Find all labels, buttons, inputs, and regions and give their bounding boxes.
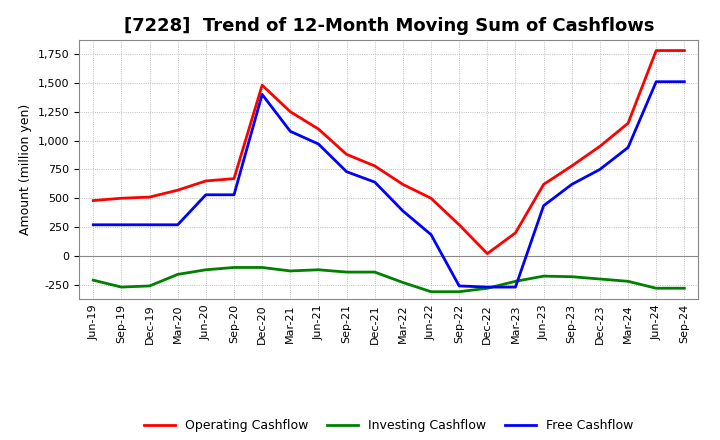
Free Cashflow bbox=[539, 203, 548, 209]
Y-axis label: Amount (million yen): Amount (million yen) bbox=[19, 104, 32, 235]
Operating Cashflow bbox=[286, 109, 294, 114]
Free Cashflow bbox=[595, 167, 604, 172]
Free Cashflow bbox=[258, 92, 266, 97]
Free Cashflow bbox=[370, 180, 379, 185]
Free Cashflow bbox=[652, 79, 660, 84]
Investing Cashflow bbox=[595, 276, 604, 282]
Investing Cashflow bbox=[652, 286, 660, 291]
Operating Cashflow bbox=[370, 163, 379, 169]
Operating Cashflow bbox=[427, 196, 436, 201]
Operating Cashflow bbox=[652, 48, 660, 53]
Investing Cashflow bbox=[680, 286, 688, 291]
Free Cashflow bbox=[230, 192, 238, 198]
Investing Cashflow bbox=[427, 289, 436, 294]
Operating Cashflow bbox=[539, 182, 548, 187]
Investing Cashflow bbox=[314, 267, 323, 272]
Operating Cashflow bbox=[89, 198, 98, 203]
Line: Investing Cashflow: Investing Cashflow bbox=[94, 268, 684, 292]
Investing Cashflow bbox=[370, 269, 379, 275]
Operating Cashflow bbox=[595, 144, 604, 149]
Operating Cashflow bbox=[511, 230, 520, 235]
Investing Cashflow bbox=[539, 274, 548, 279]
Operating Cashflow bbox=[145, 194, 154, 200]
Investing Cashflow bbox=[230, 265, 238, 270]
Free Cashflow bbox=[427, 232, 436, 237]
Operating Cashflow bbox=[399, 182, 408, 187]
Operating Cashflow bbox=[202, 178, 210, 183]
Investing Cashflow bbox=[145, 283, 154, 289]
Operating Cashflow bbox=[455, 222, 464, 227]
Operating Cashflow bbox=[342, 152, 351, 157]
Free Cashflow bbox=[174, 222, 182, 227]
Operating Cashflow bbox=[117, 196, 126, 201]
Free Cashflow bbox=[511, 284, 520, 290]
Free Cashflow bbox=[202, 192, 210, 198]
Investing Cashflow bbox=[567, 274, 576, 279]
Free Cashflow bbox=[455, 283, 464, 289]
Free Cashflow bbox=[89, 222, 98, 227]
Operating Cashflow bbox=[567, 163, 576, 169]
Investing Cashflow bbox=[117, 284, 126, 290]
Operating Cashflow bbox=[174, 187, 182, 193]
Investing Cashflow bbox=[455, 289, 464, 294]
Free Cashflow bbox=[567, 182, 576, 187]
Free Cashflow bbox=[286, 128, 294, 134]
Investing Cashflow bbox=[286, 268, 294, 274]
Investing Cashflow bbox=[202, 267, 210, 272]
Free Cashflow bbox=[342, 169, 351, 174]
Investing Cashflow bbox=[174, 272, 182, 277]
Title: [7228]  Trend of 12-Month Moving Sum of Cashflows: [7228] Trend of 12-Month Moving Sum of C… bbox=[124, 17, 654, 35]
Investing Cashflow bbox=[511, 279, 520, 284]
Free Cashflow bbox=[117, 222, 126, 227]
Free Cashflow bbox=[145, 222, 154, 227]
Line: Operating Cashflow: Operating Cashflow bbox=[94, 51, 684, 253]
Investing Cashflow bbox=[624, 279, 632, 284]
Free Cashflow bbox=[314, 141, 323, 147]
Free Cashflow bbox=[399, 208, 408, 213]
Operating Cashflow bbox=[483, 251, 492, 256]
Line: Free Cashflow: Free Cashflow bbox=[94, 82, 684, 287]
Investing Cashflow bbox=[258, 265, 266, 270]
Free Cashflow bbox=[483, 284, 492, 290]
Free Cashflow bbox=[624, 145, 632, 150]
Operating Cashflow bbox=[230, 176, 238, 181]
Operating Cashflow bbox=[258, 83, 266, 88]
Operating Cashflow bbox=[680, 48, 688, 53]
Investing Cashflow bbox=[483, 286, 492, 291]
Free Cashflow bbox=[680, 79, 688, 84]
Investing Cashflow bbox=[89, 278, 98, 283]
Investing Cashflow bbox=[342, 269, 351, 275]
Legend: Operating Cashflow, Investing Cashflow, Free Cashflow: Operating Cashflow, Investing Cashflow, … bbox=[139, 414, 639, 437]
Operating Cashflow bbox=[314, 126, 323, 132]
Operating Cashflow bbox=[624, 121, 632, 126]
Investing Cashflow bbox=[399, 280, 408, 285]
